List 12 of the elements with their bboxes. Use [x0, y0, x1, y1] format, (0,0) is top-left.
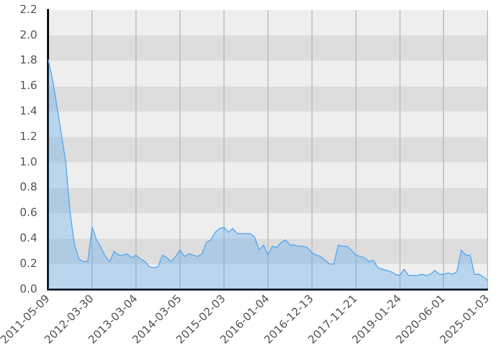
- y-tick-label: 2.0: [20, 28, 38, 42]
- y-tick-label: 1.4: [20, 104, 38, 118]
- y-tick-label: 1.0: [20, 155, 38, 168]
- y-tick-label: 2.2: [20, 2, 38, 16]
- y-tick-label: 1.6: [20, 79, 38, 92]
- y-tick-label: 0.8: [20, 180, 38, 194]
- y-tick-label: 1.8: [20, 54, 38, 67]
- y-tick-label: 0.6: [20, 206, 38, 220]
- y-tick-label: 0.4: [20, 232, 38, 245]
- y-tick-label: 0.2: [20, 256, 38, 270]
- y-tick-label: 1.2: [20, 130, 38, 143]
- y-tick-label: 0.0: [20, 282, 38, 296]
